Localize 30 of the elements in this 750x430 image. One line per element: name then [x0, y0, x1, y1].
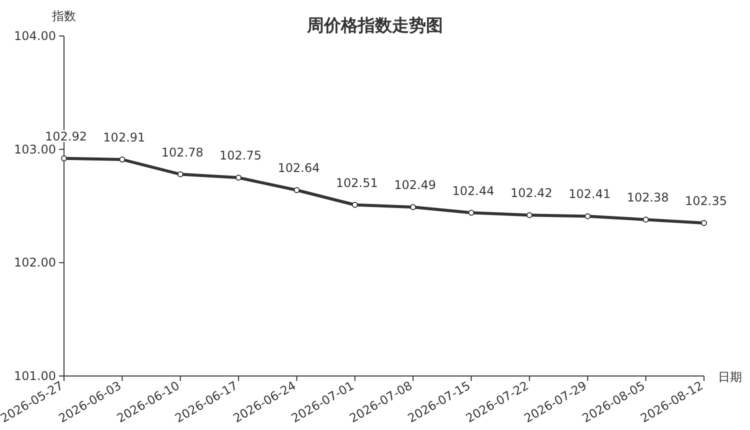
point	[177, 171, 184, 178]
y-tick-label: 101.00	[14, 369, 56, 383]
point	[410, 204, 416, 210]
point	[468, 210, 474, 216]
point	[119, 156, 126, 163]
data-label: 102.78	[161, 145, 204, 160]
x-axis-title: 日期	[718, 370, 742, 384]
point	[526, 212, 532, 218]
data-label: 102.64	[278, 161, 320, 176]
data-label: 102.38	[626, 190, 669, 205]
data-label: 102.41	[568, 187, 611, 202]
point	[642, 216, 649, 223]
y-axis-title: 指数	[51, 9, 76, 23]
data-label: 102.51	[336, 176, 378, 190]
data-label: 102.75	[220, 148, 262, 163]
point	[61, 155, 67, 162]
data-label: 102.91	[103, 130, 146, 145]
y-tick-label: 102.00	[14, 256, 56, 270]
data-label: 102.49	[394, 178, 436, 192]
chart-title: 周价格指数走势图	[306, 16, 443, 36]
y-tick-label: 104.00	[14, 29, 56, 43]
data-label: 102.35	[685, 194, 727, 208]
point	[236, 174, 242, 181]
y-tick-label: 103.00	[14, 142, 56, 156]
data-label: 102.42	[510, 186, 552, 200]
point	[701, 220, 707, 226]
point	[584, 213, 591, 220]
point	[352, 202, 358, 208]
data-label: 102.44	[452, 184, 494, 198]
point	[294, 187, 300, 194]
